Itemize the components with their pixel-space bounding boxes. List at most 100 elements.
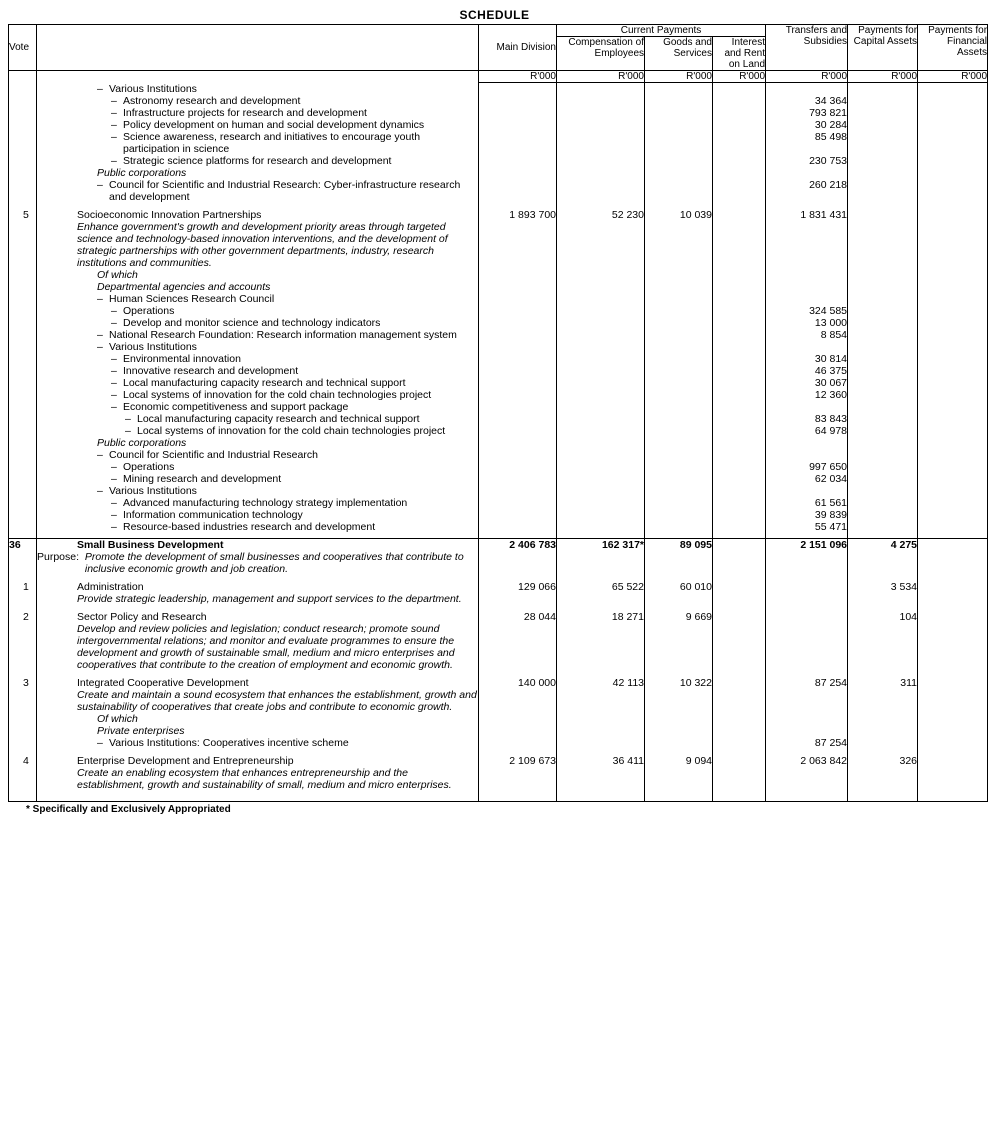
vote-cell — [9, 725, 37, 737]
cell-interest-rent — [713, 713, 766, 725]
cell-compensation: 65 522 — [557, 581, 645, 593]
cell-goods-services: 10 039 — [645, 209, 713, 221]
cell-capital-assets — [848, 269, 918, 281]
row-text: Enterprise Development and Entrepreneurs… — [77, 755, 294, 767]
desc-cell: Private enterprises — [37, 725, 479, 737]
cell-interest-rent — [713, 341, 766, 353]
desc-cell: Enhance government's growth and developm… — [37, 221, 479, 269]
cell-goods-services — [645, 593, 713, 605]
cell-goods-services — [645, 401, 713, 413]
cell-main-division — [479, 509, 557, 521]
cell-compensation — [557, 623, 645, 671]
cell-main-division: 2 109 673 — [479, 755, 557, 767]
vote-cell — [9, 155, 37, 167]
cell-goods-services — [645, 341, 713, 353]
row-text: Departmental agencies and accounts — [97, 281, 270, 293]
cell-goods-services — [645, 461, 713, 473]
vote-cell — [9, 305, 37, 317]
cell-compensation — [557, 107, 645, 119]
cell-compensation — [557, 155, 645, 167]
cell-financial-assets — [918, 281, 988, 293]
cell-compensation — [557, 767, 645, 791]
cell-transfers: 324 585 — [766, 305, 848, 317]
cell-capital-assets — [848, 209, 918, 221]
desc-cell: Develop and review policies and legislat… — [37, 623, 479, 671]
cell-interest-rent — [713, 401, 766, 413]
vote-cell — [9, 623, 37, 671]
vote-cell — [9, 485, 37, 497]
cell-interest-rent — [713, 365, 766, 377]
cell-capital-assets — [848, 131, 918, 155]
desc-cell: Purpose: Promote the development of smal… — [37, 551, 479, 575]
row-text: Policy development on human and social d… — [123, 119, 424, 131]
hdr-vote: Vote — [9, 25, 37, 71]
desc-cell: Of which — [37, 713, 479, 725]
desc-cell: Council for Scientific and Industrial Re… — [37, 179, 479, 203]
cell-capital-assets — [848, 179, 918, 203]
cell-compensation — [557, 167, 645, 179]
vote-cell — [9, 497, 37, 509]
cell-main-division — [479, 353, 557, 365]
cell-compensation — [557, 737, 645, 749]
cell-compensation — [557, 389, 645, 401]
cell-capital-assets — [848, 377, 918, 389]
cell-compensation — [557, 83, 645, 95]
cell-compensation — [557, 449, 645, 461]
cell-goods-services — [645, 437, 713, 449]
cell-capital-assets: 4 275 — [848, 539, 918, 552]
cell-financial-assets — [918, 221, 988, 269]
vote-cell — [9, 449, 37, 461]
cell-transfers — [766, 767, 848, 791]
cell-capital-assets: 3 534 — [848, 581, 918, 593]
cell-main-division — [479, 767, 557, 791]
cell-transfers: 55 471 — [766, 521, 848, 533]
cell-financial-assets — [918, 401, 988, 413]
cell-capital-assets — [848, 449, 918, 461]
cell-transfers — [766, 293, 848, 305]
cell-main-division — [479, 389, 557, 401]
cell-main-division — [479, 107, 557, 119]
cell-capital-assets — [848, 485, 918, 497]
cell-compensation — [557, 119, 645, 131]
cell-financial-assets — [918, 107, 988, 119]
row-text: Integrated Cooperative Development — [77, 677, 249, 689]
cell-main-division — [479, 269, 557, 281]
cell-compensation — [557, 437, 645, 449]
vote-cell — [9, 551, 37, 575]
cell-interest-rent — [713, 107, 766, 119]
cell-goods-services — [645, 293, 713, 305]
desc-cell: Operations — [37, 305, 479, 317]
footnote: * Specifically and Exclusively Appropria… — [8, 802, 981, 815]
cell-main-division — [479, 593, 557, 605]
hdr-capital: Payments for Capital Assets — [848, 25, 918, 71]
desc-cell: Create an enabling ecosystem that enhanc… — [37, 767, 479, 791]
cell-financial-assets — [918, 167, 988, 179]
cell-financial-assets — [918, 413, 988, 425]
cell-compensation — [557, 551, 645, 575]
desc-cell: Environmental innovation — [37, 353, 479, 365]
cell-transfers: 30 284 — [766, 119, 848, 131]
cell-compensation: 18 271 — [557, 611, 645, 623]
cell-compensation — [557, 341, 645, 353]
cell-financial-assets — [918, 317, 988, 329]
cell-compensation — [557, 353, 645, 365]
cell-transfers: 61 561 — [766, 497, 848, 509]
cell-transfers: 2 151 096 — [766, 539, 848, 552]
hdr-main-division: Main Division — [479, 25, 557, 71]
vote-cell — [9, 473, 37, 485]
vote-cell — [9, 713, 37, 725]
cell-capital-assets — [848, 737, 918, 749]
cell-goods-services — [645, 305, 713, 317]
row-text: Operations — [123, 305, 174, 317]
cell-interest-rent — [713, 155, 766, 167]
cell-financial-assets — [918, 293, 988, 305]
cell-main-division — [479, 521, 557, 533]
unit-comp: R'000 — [557, 71, 645, 83]
cell-capital-assets — [848, 107, 918, 119]
cell-financial-assets — [918, 131, 988, 155]
desc-cell: 3Integrated Cooperative Development — [37, 677, 479, 689]
sub-number: 4 — [23, 755, 29, 767]
cell-financial-assets — [918, 755, 988, 767]
row-text: Enhance government's growth and developm… — [77, 221, 448, 269]
cell-transfers — [766, 551, 848, 575]
